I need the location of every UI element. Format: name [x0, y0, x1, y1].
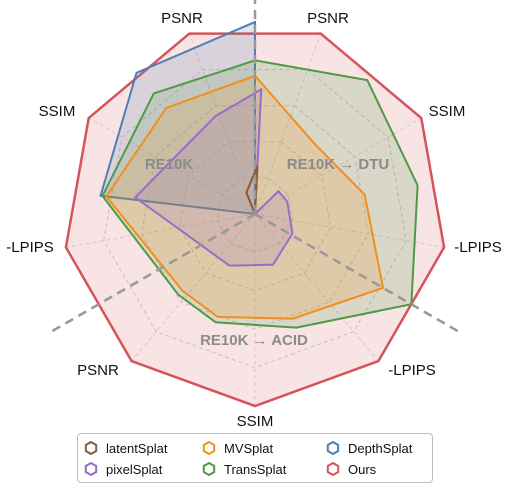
axis-label-ssim-1: SSIM — [39, 103, 76, 120]
series-pixelsplat — [133, 87, 294, 267]
axis-label-lpips-2: -LPIPS — [454, 239, 502, 256]
grid-spoke-4 — [254, 213, 379, 362]
legend-label: DepthSplat — [348, 440, 413, 456]
chart-legend: latentSplat MVSplat DepthSplat pixelSpla… — [77, 433, 433, 483]
radar-series — [64, 20, 446, 408]
legend-item-mvsplat: MVSplat — [202, 438, 326, 458]
series-transsplat — [101, 59, 419, 329]
axis-label-lpips-3: -LPIPS — [388, 362, 436, 379]
grid-ring-2 — [178, 141, 332, 292]
legend-label: TransSplat — [224, 461, 287, 477]
series-mvsplat — [105, 74, 385, 320]
axis-label-lpips-1: -LPIPS — [6, 239, 54, 256]
axis-label-ssim-3: SSIM — [237, 413, 274, 430]
grid-spoke-9 — [188, 33, 256, 215]
grid-spoke-7 — [65, 213, 256, 248]
legend-label: pixelSplat — [106, 461, 163, 477]
legend-label: MVSplat — [224, 440, 274, 456]
grid-spoke-3 — [254, 213, 445, 248]
grid-spoke-2 — [254, 117, 422, 215]
group-dividers — [46, 0, 464, 336]
grid-ring-1 — [216, 177, 294, 253]
axis-label-psnr-1: PSNR — [161, 10, 203, 27]
legend-item-ours: Ours — [326, 459, 436, 479]
axis-label-psnr-2: PSNR — [307, 10, 349, 27]
legend-marker-ours — [326, 462, 340, 476]
legend-marker-transsplat — [202, 462, 216, 476]
grid-spoke-1 — [254, 33, 322, 215]
legend-marker-depthsplat — [326, 441, 340, 455]
group-label-re10k: RE10K — [145, 156, 194, 173]
group-divider-3 — [46, 212, 256, 336]
legend-item-transsplat: TransSplat — [202, 459, 326, 479]
group-divider-2 — [254, 212, 464, 336]
axis-label-ssim-2: SSIM — [429, 103, 466, 120]
legend-label: latentSplat — [106, 440, 168, 456]
group-label-re10k-dtu: RE10K → DTU — [287, 156, 390, 173]
legend-item-depthsplat: DepthSplat — [326, 438, 436, 458]
grid-ring-4 — [103, 69, 407, 369]
axis-labels: PSNR PSNR SSIM SSIM -LPIPS -LPIPS PSNR -… — [6, 10, 502, 430]
legend-item-latentsplat: latentSplat — [84, 438, 202, 458]
grid-spoke-8 — [88, 117, 256, 215]
legend-marker-mvsplat — [202, 441, 216, 455]
radar-grid — [65, 33, 445, 406]
legend-item-pixelsplat: pixelSplat — [84, 459, 202, 479]
axis-label-psnr-3: PSNR — [77, 362, 119, 379]
legend-marker-pixelsplat — [84, 462, 98, 476]
legend-marker-latentsplat — [84, 441, 98, 455]
grid-spoke-6 — [131, 213, 256, 362]
legend-label: Ours — [348, 461, 377, 477]
series-ours — [64, 32, 446, 408]
grid-ring-3 — [141, 105, 369, 330]
group-label-re10k-acid: RE10K → ACID — [200, 332, 308, 349]
